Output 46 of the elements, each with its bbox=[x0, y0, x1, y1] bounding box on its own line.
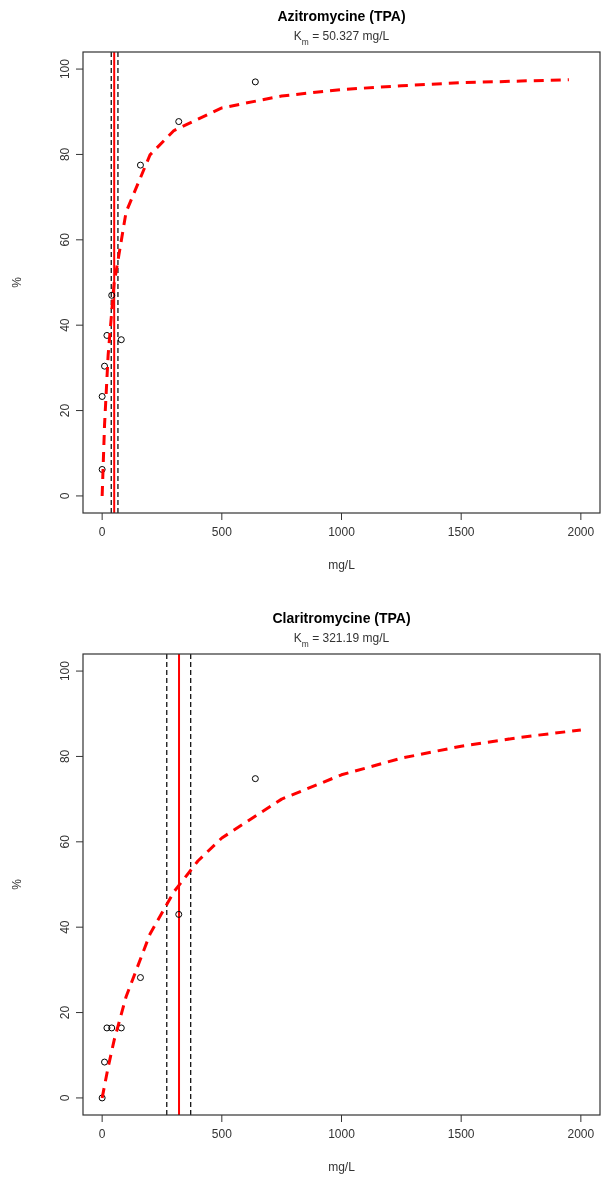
point bbox=[98, 1094, 106, 1102]
x-axis-title: mg/L bbox=[328, 558, 356, 572]
x-tick-label: 1000 bbox=[328, 525, 356, 539]
chart-title: Claritromycine (TPA) bbox=[272, 610, 411, 626]
y-tick-label: 0 bbox=[58, 492, 72, 500]
y-tick-label: 60 bbox=[58, 834, 72, 849]
point bbox=[175, 910, 183, 918]
x-tick-label: 1500 bbox=[447, 1127, 475, 1141]
point bbox=[251, 78, 259, 86]
x-tick-label: 500 bbox=[211, 1127, 233, 1141]
y-tick-label: 100 bbox=[58, 660, 72, 682]
y-tick-label: 20 bbox=[58, 403, 72, 418]
chart-subtitle: K$_{m}$ = 321.19 mg/L bbox=[293, 631, 390, 649]
x-tick-label: 2000 bbox=[567, 1127, 595, 1141]
chart-subtitle: K$_{m}$ = 50.327 mg/L bbox=[293, 29, 390, 47]
point bbox=[108, 291, 116, 299]
point bbox=[103, 1024, 111, 1032]
y-tick-label: 80 bbox=[58, 147, 72, 162]
y-axis-title: % bbox=[10, 276, 24, 288]
x-tick-label: 1000 bbox=[328, 1127, 356, 1141]
x-tick-label: 0 bbox=[98, 525, 106, 539]
y-tick-label: 40 bbox=[58, 920, 72, 934]
point bbox=[98, 465, 106, 473]
point bbox=[101, 362, 109, 370]
x-tick-label: 1500 bbox=[447, 525, 475, 539]
chart-title: Azitromycine (TPA) bbox=[277, 8, 406, 24]
x-tick-label: 0 bbox=[98, 1127, 106, 1141]
x-tick-label: 500 bbox=[211, 525, 233, 539]
point bbox=[98, 392, 106, 400]
y-tick-label: 20 bbox=[58, 1005, 72, 1020]
y-tick-label: 80 bbox=[58, 749, 72, 764]
point bbox=[175, 118, 183, 126]
point bbox=[108, 1024, 116, 1032]
point bbox=[136, 161, 144, 169]
point bbox=[251, 775, 259, 783]
point bbox=[101, 1058, 109, 1066]
x-axis-title: mg/L bbox=[328, 1160, 356, 1174]
point bbox=[136, 974, 144, 982]
point bbox=[117, 336, 125, 344]
y-tick-label: 100 bbox=[58, 58, 72, 80]
y-tick-label: 60 bbox=[58, 232, 72, 247]
y-axis-title: % bbox=[10, 878, 24, 890]
y-tick-label: 0 bbox=[58, 1094, 72, 1102]
y-tick-label: 40 bbox=[58, 318, 72, 332]
point bbox=[117, 1024, 125, 1032]
x-tick-label: 2000 bbox=[567, 525, 595, 539]
